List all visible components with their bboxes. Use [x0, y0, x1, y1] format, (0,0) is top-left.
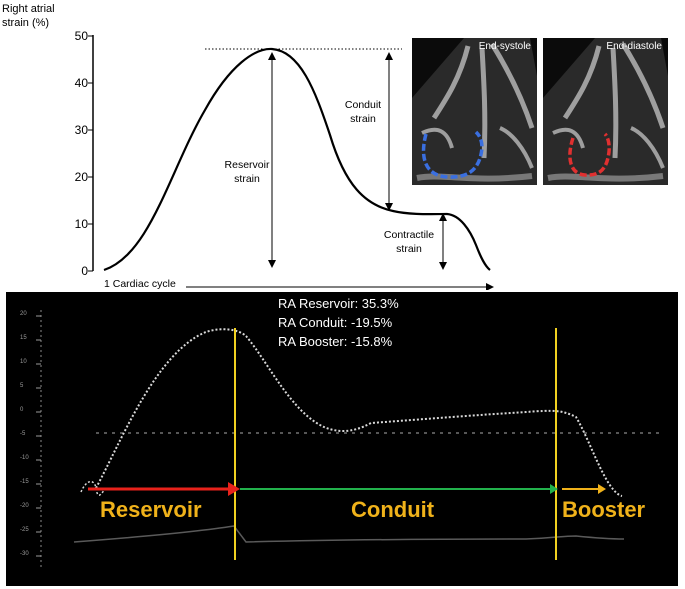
- echo-image-end-diastole: End-diastole: [543, 38, 668, 185]
- trace-tick-label: 15: [20, 335, 27, 341]
- reservoir-strain-label: Reservoir strain: [222, 158, 272, 186]
- reference-baseline-trace: [74, 526, 624, 542]
- trace-tick-label: -15: [20, 479, 29, 485]
- conduit-phase-label: Conduit: [351, 497, 434, 523]
- echo-texture: [543, 38, 668, 185]
- echo-image-end-systole: End-systole: [412, 38, 537, 185]
- trace-tick-label: 10: [20, 359, 27, 365]
- ra-strain-schematic: Right atrial strain (%) 50 40 30 20 10 0…: [0, 0, 685, 290]
- reservoir-phase-label: Reservoir: [100, 497, 202, 523]
- cardiac-cycle-label: 1 Cardiac cycle: [104, 278, 176, 290]
- ra-reservoir-value: RA Reservoir: 35.3%: [278, 294, 399, 313]
- ra-conduit-value: RA Conduit: -19.5%: [278, 313, 399, 332]
- trace-tick-label: -25: [20, 527, 29, 533]
- echo-label: End-systole: [479, 41, 531, 52]
- echo-label: End-diastole: [606, 41, 662, 52]
- booster-phase-label: Booster: [562, 497, 645, 523]
- trace-tick-label: 20: [20, 311, 27, 317]
- speckle-tracking-trace-panel: 20 15 10 5 0 -5 -10 -15 -20 -25 -30 RA R…: [6, 292, 678, 586]
- trace-tick-label: -10: [20, 455, 29, 461]
- trace-tick-label: 5: [20, 383, 23, 389]
- trace-tick-label: 0: [20, 407, 23, 413]
- booster-arrowhead: [598, 484, 606, 494]
- echo-texture: [412, 38, 537, 185]
- ra-booster-value: RA Booster: -15.8%: [278, 332, 399, 351]
- average-strain-trace: [96, 329, 622, 496]
- trace-tick-label: -5: [20, 431, 25, 437]
- trace-tick-label: -30: [20, 551, 29, 557]
- trace-tick-label: -20: [20, 503, 29, 509]
- conduit-strain-label: Conduit strain: [338, 98, 388, 126]
- ra-strain-values: RA Reservoir: 35.3% RA Conduit: -19.5% R…: [278, 294, 399, 351]
- contractile-strain-label: Contractile strain: [378, 228, 440, 256]
